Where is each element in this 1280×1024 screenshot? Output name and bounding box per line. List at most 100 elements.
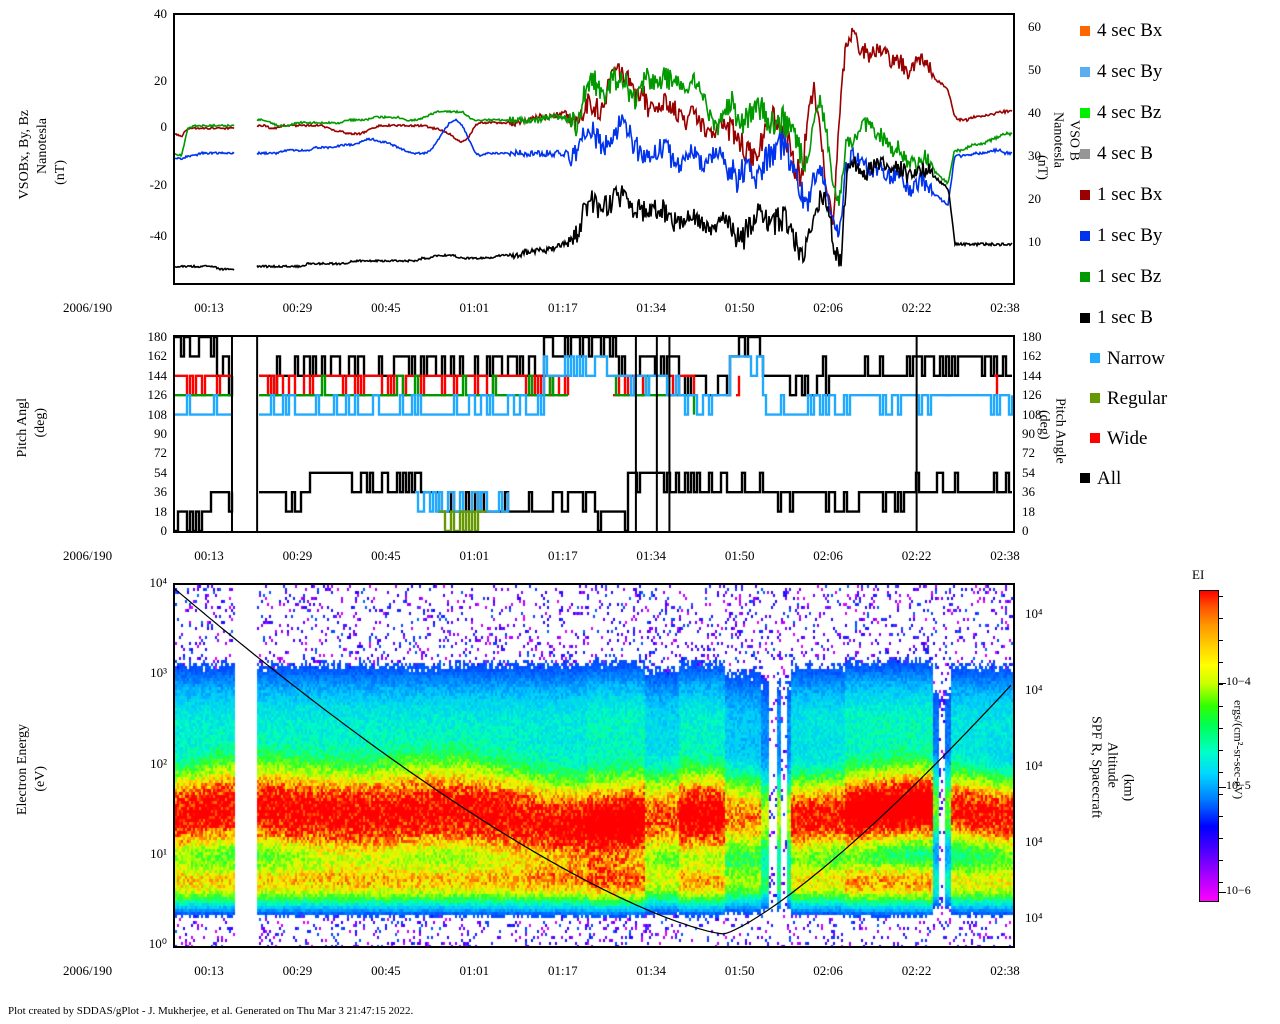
legend-item-narrow[interactable]: Narrow bbox=[1080, 338, 1270, 378]
legend-item-all[interactable]: All bbox=[1080, 458, 1270, 498]
p2-ytick-right-36: 36 bbox=[1022, 484, 1035, 500]
p2-ytick-180: 180 bbox=[147, 329, 168, 344]
panel-electron-spectrogram bbox=[173, 583, 1015, 948]
colorbar-minor-tick bbox=[1218, 750, 1223, 751]
p3-right-axis-title-line2: Altitude bbox=[1104, 742, 1120, 788]
p1-xaxis-ticks: 00:13 00:29 00:45 01:01 01:17 01:34 01:50 02:06… bbox=[0, 301, 1280, 317]
colorbar-minor-tick bbox=[1218, 860, 1223, 861]
legend-item-4-sec-bz[interactable]: 4 sec Bz bbox=[1080, 92, 1270, 133]
p2-ytick-162: 162 bbox=[147, 348, 168, 364]
p1-ytick-0: 0 bbox=[160, 119, 168, 134]
p1-right-axis-title-line2: Nanotesla bbox=[1050, 112, 1066, 168]
p2-left-ticks: 180 162 144 126 108 90 72 54 36 18 0 bbox=[0, 0, 173, 600]
colorbar-title: EI bbox=[1192, 567, 1205, 582]
xtick-0150: 01:50 bbox=[724, 300, 755, 315]
legend-label: 4 sec By bbox=[1097, 61, 1163, 82]
p1-right-axis-title-line3: (nT) bbox=[1034, 155, 1050, 180]
xtick-0045: 00:45 bbox=[371, 963, 401, 978]
legend-swatch-icon bbox=[1080, 271, 1090, 282]
p1-ytick-right-30: 30 bbox=[1028, 148, 1041, 163]
magnetic-field-traces bbox=[175, 27, 1013, 272]
legend-item-regular[interactable]: Regular bbox=[1080, 378, 1270, 418]
legend-label: Wide bbox=[1107, 427, 1148, 449]
p2-ytick-126: 126 bbox=[147, 387, 168, 403]
colorbar-minor-tick bbox=[1218, 794, 1223, 795]
trace-1-sec-bz bbox=[175, 123, 235, 158]
panel-electron-spectrogram-plot bbox=[175, 585, 1013, 946]
legend-item-1-sec-bz[interactable]: 1 sec Bz bbox=[1080, 256, 1270, 297]
spectrogram-image bbox=[175, 585, 1013, 946]
p3-ytick-4: 10⁰ bbox=[148, 936, 167, 951]
legend-swatch-icon bbox=[1080, 230, 1090, 241]
altitude-trace bbox=[175, 588, 1012, 935]
legend-item-1-sec-bx[interactable]: 1 sec Bx bbox=[1080, 174, 1270, 215]
p2-ytick-right-162: 162 bbox=[1022, 348, 1042, 364]
colorbar-gradient bbox=[1199, 590, 1219, 902]
xtick-0117: 01:17 bbox=[547, 300, 578, 315]
p2-ytick-right-108: 108 bbox=[1022, 406, 1042, 422]
xtick-0013: 00:13 bbox=[194, 300, 224, 315]
legend-swatch-icon bbox=[1080, 107, 1090, 118]
legend-swatch-icon bbox=[1080, 189, 1090, 200]
xtick-0029: 00:29 bbox=[282, 548, 313, 563]
colorbar-tick-2: 10−6 bbox=[1226, 883, 1251, 897]
colorbar-minor-tick bbox=[1218, 816, 1223, 817]
legend-label: 1 sec By bbox=[1097, 225, 1163, 246]
p2-right-axis-title-line1: Pitch Angle bbox=[1052, 398, 1068, 464]
p1-ytick-m20: -20 bbox=[149, 177, 167, 192]
panel-pitch-angle-plot bbox=[175, 337, 1013, 531]
xtick-0150: 01:50 bbox=[724, 548, 755, 563]
xtick-0134: 01:34 bbox=[636, 963, 667, 978]
p3-right-axis-title-line3: (km) bbox=[1120, 774, 1136, 802]
p1-ytick-right-50: 50 bbox=[1028, 62, 1041, 77]
xtick-0013: 00:13 bbox=[194, 548, 224, 563]
xtick-0206: 02:06 bbox=[813, 963, 843, 978]
colorbar-ticks: 10−4 10−5 10−6 bbox=[1218, 596, 1251, 897]
trace-1-sec-bx bbox=[175, 126, 235, 138]
trace-1-sec-by bbox=[175, 150, 235, 161]
p2-ytick-right-180: 180 bbox=[1022, 329, 1042, 344]
xtick-0222: 02:22 bbox=[901, 548, 932, 563]
colorbar-minor-tick bbox=[1218, 706, 1223, 707]
p3-xaxis-ticks: 00:13 00:29 00:45 01:01 01:17 01:34 01:50 02:06… bbox=[0, 964, 1280, 980]
legend-item-4-sec-bx[interactable]: 4 sec Bx bbox=[1080, 10, 1270, 51]
colorbar-minor-tick bbox=[1218, 662, 1223, 663]
p2-ytick-right-126: 126 bbox=[1022, 387, 1042, 403]
p2-right-axis-title-line2: (deg) bbox=[1036, 410, 1052, 440]
legend-label: Narrow bbox=[1107, 347, 1166, 369]
p3-ytick-2: 10² bbox=[150, 755, 167, 771]
p2-ytick-18: 18 bbox=[154, 503, 167, 519]
p3-left-ticks: 10⁴ 10³ 10² 10¹ 10⁰ bbox=[0, 0, 173, 1000]
colorbar-tick-mark bbox=[1218, 683, 1226, 684]
p2-right-ticks: 180 162 144 126 108 90 72 54 36 18 0 bbox=[1022, 329, 1042, 537]
p1-ytick-right-60: 60 bbox=[1028, 19, 1041, 34]
panel-magnetic-field-plot bbox=[175, 15, 1013, 283]
trace-1-sec-bz bbox=[256, 66, 1013, 206]
legend-item-wide[interactable]: Wide bbox=[1080, 418, 1270, 458]
legend-label: 4 sec Bz bbox=[1097, 102, 1162, 123]
colorbar-minor-tick bbox=[1218, 640, 1223, 641]
xtick-0206: 02:06 bbox=[813, 548, 843, 563]
legend-item-4-sec-by[interactable]: 4 sec By bbox=[1080, 51, 1270, 92]
p1-right-axis-title-line1: VSO B bbox=[1066, 120, 1082, 161]
xtick-0222: 02:22 bbox=[901, 963, 932, 978]
colorbar-tick-mark bbox=[1218, 787, 1226, 788]
legend-item-1-sec-b[interactable]: 1 sec B bbox=[1080, 297, 1270, 338]
legend-item-1-sec-by[interactable]: 1 sec By bbox=[1080, 215, 1270, 256]
legend-item-4-sec-b[interactable]: 4 sec B bbox=[1080, 133, 1270, 174]
p3-ytick-3: 10¹ bbox=[150, 845, 167, 861]
legend-swatch-icon bbox=[1090, 353, 1100, 363]
p1-ytick-right-20: 20 bbox=[1028, 191, 1041, 206]
p3-ytick-right-2: 10⁴ bbox=[1025, 758, 1043, 773]
colorbar-minor-tick bbox=[1218, 684, 1223, 685]
trace-1-sec-by bbox=[256, 114, 1013, 238]
pitch-trace-narrow-lower bbox=[415, 491, 510, 513]
p3-right-ticks: 10⁴ 10⁴ 10⁴ 10⁴ 10⁴ bbox=[1025, 607, 1043, 924]
p2-xaxis-date: 2006/190 bbox=[63, 548, 113, 563]
panel-magnetic-field bbox=[173, 13, 1015, 285]
p2-ytick-right-72: 72 bbox=[1022, 445, 1035, 461]
legend-label: 1 sec B bbox=[1097, 307, 1153, 328]
colorbar-minor-tick bbox=[1218, 596, 1223, 597]
p2-ytick-right-18: 18 bbox=[1022, 503, 1035, 519]
legend-swatch-icon bbox=[1080, 25, 1090, 36]
